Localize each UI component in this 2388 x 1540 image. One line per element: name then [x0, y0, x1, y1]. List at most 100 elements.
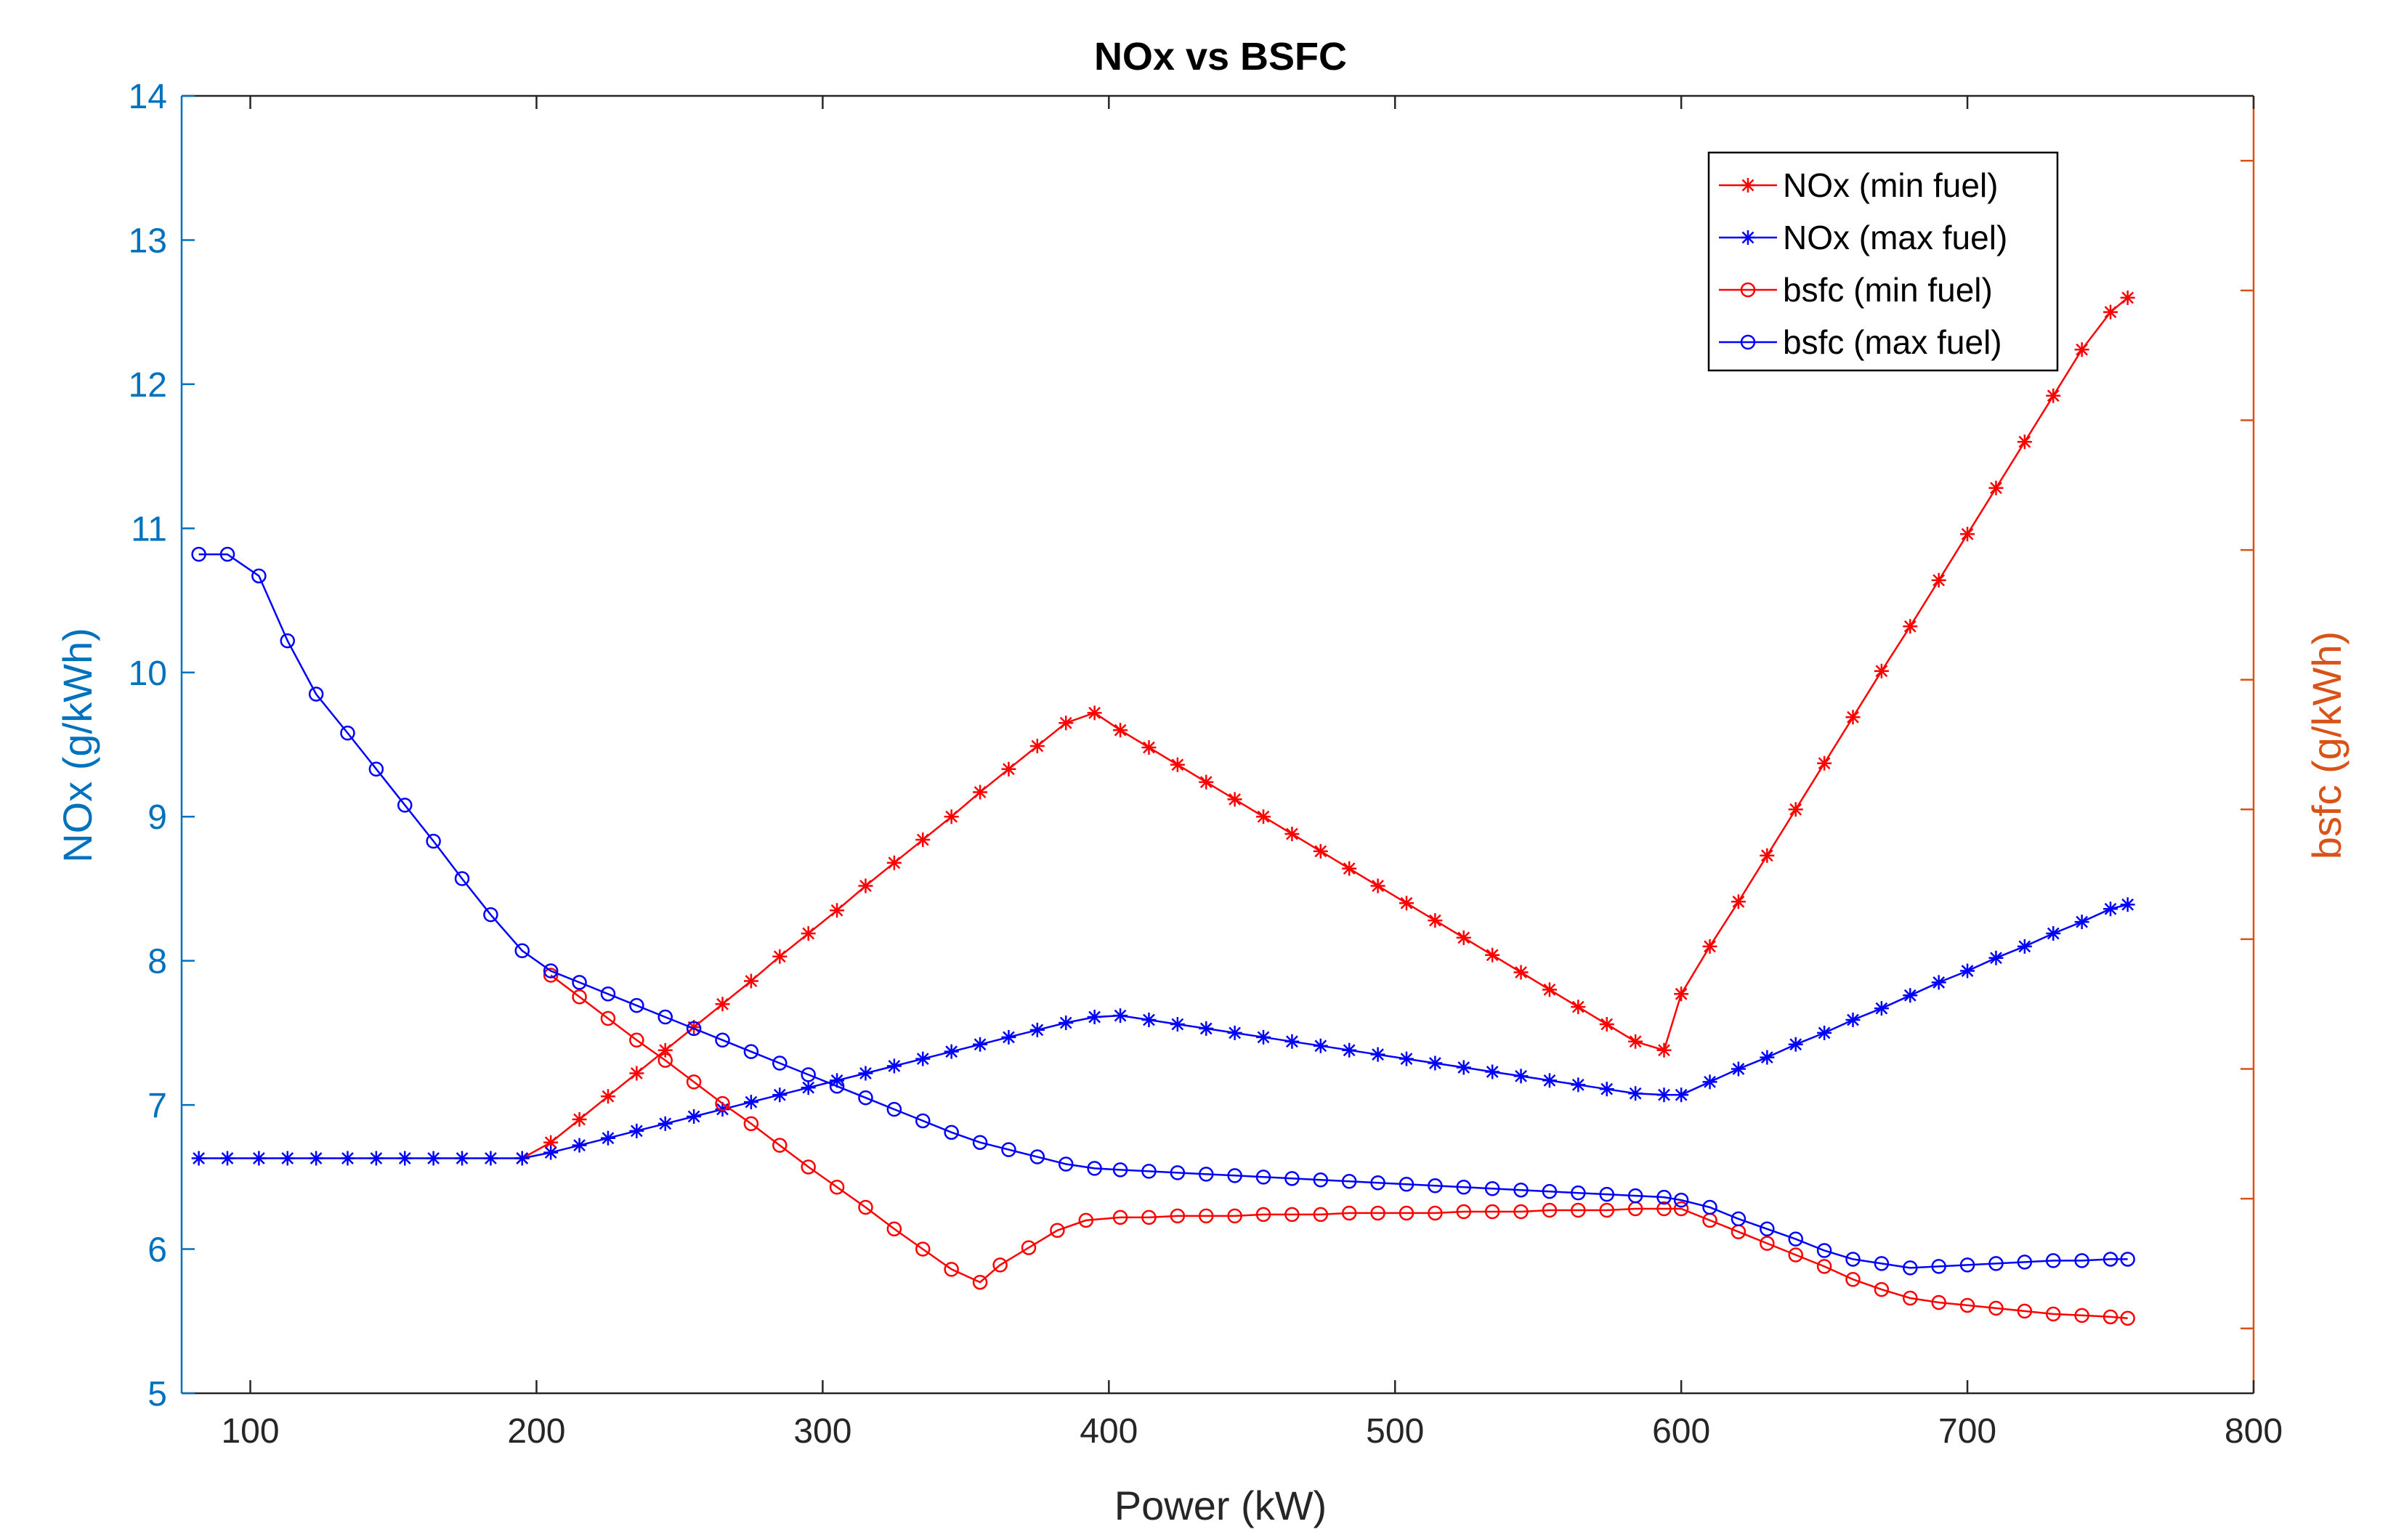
data-point	[1087, 1161, 1102, 1176]
data-point	[1170, 757, 1185, 772]
data-point	[2102, 1309, 2118, 1325]
data-point	[1959, 1297, 1975, 1313]
x-tick-label: 400	[1080, 1412, 1138, 1451]
data-point	[340, 725, 355, 741]
data-point	[886, 1058, 902, 1074]
axes-layer: 100 200 300 400 500 600 700 800 5 6 7 8 9 10 11 12 13 14	[129, 78, 2283, 1451]
data-point	[1087, 1010, 1102, 1025]
data-point	[1788, 1247, 1803, 1263]
data-point	[340, 1151, 355, 1166]
data-point	[1788, 802, 1803, 817]
data-point	[1903, 1260, 1918, 1276]
data-point	[1227, 1208, 1242, 1224]
data-point	[1313, 843, 1328, 859]
data-point	[1760, 848, 1775, 863]
data-point	[629, 1032, 644, 1048]
y-tick-label-left: 9	[147, 798, 167, 837]
data-point	[1112, 1209, 1128, 1225]
series-2	[543, 968, 2135, 1326]
data-point	[1141, 739, 1157, 755]
data-point	[543, 1135, 559, 1150]
data-point	[629, 1123, 644, 1138]
legend-marker	[1740, 282, 1756, 298]
data-point	[2074, 342, 2089, 357]
data-point	[944, 809, 959, 824]
data-point	[1656, 1087, 1672, 1103]
data-point	[1342, 861, 1357, 876]
x-tick-label: 100	[221, 1412, 279, 1451]
y-tick-label-left: 13	[129, 222, 167, 260]
data-point	[2046, 1306, 2061, 1322]
legend-marker	[1741, 230, 1755, 245]
data-point	[1456, 1060, 1471, 1075]
data-point	[1029, 738, 1045, 753]
x-tick-label: 800	[2225, 1412, 2283, 1451]
data-point	[1255, 1170, 1271, 1185]
data-point	[251, 1151, 267, 1166]
data-point	[251, 568, 267, 584]
data-point	[309, 1151, 324, 1166]
data-point	[629, 997, 644, 1013]
data-point	[1903, 619, 1918, 634]
data-point	[1731, 1061, 1746, 1077]
data-point	[1428, 1178, 1443, 1194]
data-point	[2120, 1310, 2135, 1326]
data-point	[1571, 1185, 1586, 1201]
data-point	[944, 1044, 959, 1059]
legend-label: NOx (max fuel)	[1783, 219, 2007, 256]
data-point	[657, 1042, 673, 1058]
data-point	[801, 925, 816, 941]
data-point	[886, 1101, 902, 1117]
data-point	[973, 785, 988, 800]
data-point	[1059, 1016, 1074, 1030]
data-point	[687, 1109, 702, 1124]
series-0	[514, 290, 2135, 1166]
data-point	[972, 1274, 988, 1290]
y-tick-label-left: 7	[147, 1087, 167, 1125]
data-point	[1513, 1069, 1529, 1084]
data-point	[191, 1151, 206, 1166]
data-point	[1542, 1183, 1558, 1199]
data-point	[1399, 1177, 1414, 1192]
data-point	[426, 1151, 441, 1166]
legend-label: bsfc (min fuel)	[1783, 271, 1993, 309]
data-point	[715, 1032, 730, 1048]
data-point	[944, 1262, 959, 1277]
data-point	[1673, 1201, 1689, 1217]
data-point	[858, 1066, 873, 1081]
data-point	[600, 1130, 615, 1146]
data-point	[1845, 1252, 1861, 1267]
legend: NOx (min fuel) NOx (max fuel) bsfc (min fu…	[1707, 151, 2059, 372]
data-point	[1370, 1047, 1385, 1062]
data-point	[1731, 894, 1746, 909]
data-point	[772, 949, 788, 964]
data-point	[1731, 1211, 1747, 1227]
x-tick-label: 500	[1366, 1412, 1424, 1451]
legend-item-1: NOx (max fuel)	[1719, 219, 2007, 256]
data-point	[1931, 975, 1946, 990]
data-point	[686, 1074, 702, 1090]
data-point	[801, 1159, 816, 1175]
data-point	[1903, 1290, 1918, 1306]
data-point	[1370, 1175, 1385, 1191]
data-point	[1284, 1034, 1300, 1049]
data-point	[992, 1257, 1008, 1273]
data-point	[1313, 1038, 1328, 1053]
data-point	[454, 871, 470, 886]
data-point	[1760, 1221, 1775, 1237]
data-point	[2017, 1255, 2033, 1270]
data-point	[514, 943, 530, 959]
data-point	[972, 1135, 988, 1150]
data-point	[1988, 1256, 2004, 1271]
data-point	[1485, 947, 1500, 962]
data-point	[1571, 1202, 1586, 1218]
data-point	[1428, 913, 1443, 928]
data-point	[397, 798, 413, 813]
data-point	[368, 761, 384, 777]
data-point	[1674, 1087, 1689, 1103]
data-point	[657, 1053, 673, 1068]
data-point	[1513, 1182, 1529, 1198]
data-point	[1227, 1025, 1242, 1040]
data-point	[1484, 1180, 1500, 1196]
x-tick-label: 200	[507, 1412, 565, 1451]
